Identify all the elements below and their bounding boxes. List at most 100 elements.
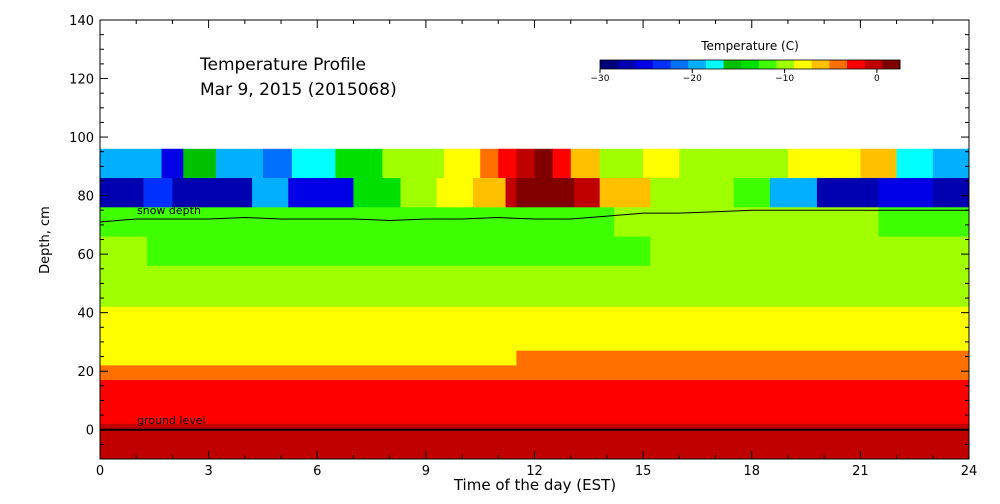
y-axis: 0 20 40 60 80 100 120 140 <box>69 14 969 460</box>
heatmap-cell <box>400 178 438 208</box>
heatmap-cell <box>534 148 554 179</box>
colorbar: Temperature (C) −30 −20 −10 0 <box>591 39 901 84</box>
snow-depth-line <box>99 209 969 223</box>
y-tick-label: 80 <box>77 190 94 205</box>
colorbar-cell <box>741 60 760 69</box>
heatmap-cell <box>310 207 438 238</box>
chart-title-line1: Temperature Profile <box>199 55 366 75</box>
colorbar-cell <box>794 60 813 69</box>
colorbar-cell <box>811 60 830 69</box>
heatmap-cell <box>816 178 879 208</box>
heatmap-cell <box>860 148 898 179</box>
y-tick-label: 60 <box>77 248 94 263</box>
heatmap-cell <box>215 148 264 179</box>
heatmap-cell <box>715 148 789 179</box>
heatmap-cell <box>516 148 535 179</box>
heatmap-cell <box>679 148 717 179</box>
heatmap-cell <box>436 207 615 238</box>
heatmap-cell <box>172 178 253 208</box>
heatmap-cell <box>552 148 572 179</box>
x-tick-label: 0 <box>96 464 104 479</box>
x-tick-label: 24 <box>961 464 978 479</box>
colorbar-cell <box>600 60 619 69</box>
heatmap-cell <box>100 207 311 238</box>
colorbar-title: Temperature (C) <box>700 39 799 53</box>
colorbar-tick-label: −10 <box>775 74 794 84</box>
x-tick-label: 9 <box>422 464 430 479</box>
colorbar-cell <box>723 60 742 69</box>
y-tick-label: 100 <box>69 131 94 146</box>
heatmap-cell <box>896 148 934 179</box>
heatmap-cell <box>769 178 818 208</box>
snow-depth-annotation: snow depth <box>137 204 201 217</box>
colorbar-cell <box>652 60 672 69</box>
y-tick-label: 140 <box>69 14 94 29</box>
colorbar-cell <box>829 60 848 69</box>
heatmap-cell <box>733 178 771 208</box>
heatmap-cell <box>472 178 507 208</box>
heatmap-cell <box>480 148 499 179</box>
heatmap-cell <box>443 148 481 179</box>
heatmap-cell <box>614 207 879 238</box>
colorbar-tick-label: −30 <box>591 74 610 84</box>
heatmap-cell <box>932 178 970 208</box>
heatmap-cell <box>787 148 861 179</box>
heatmap-cell <box>570 148 601 179</box>
heatmap-cell <box>516 178 546 208</box>
y-tick-label: 40 <box>77 307 94 322</box>
x-tick-label: 3 <box>204 464 212 479</box>
heatmap-cell <box>574 178 601 208</box>
heatmap-cell <box>679 178 735 208</box>
colorbar-tick-label: −20 <box>683 74 702 84</box>
y-axis-label: Depth, cm <box>38 206 53 274</box>
heatmap-cell <box>545 178 575 208</box>
heatmap-cell <box>878 207 970 238</box>
x-tick-label: 21 <box>852 464 869 479</box>
colorbar-cell <box>864 60 883 69</box>
heatmap-cell <box>100 236 148 267</box>
colorbar-cell <box>670 60 689 69</box>
x-tick-label: 18 <box>743 464 760 479</box>
ground-level-annotation: ground level <box>137 414 206 427</box>
heatmap-cell <box>100 409 970 425</box>
colorbar-frame <box>599 59 901 70</box>
heatmap-cell <box>143 178 173 208</box>
snow-depth-layer <box>99 209 969 223</box>
heatmap-cell <box>599 178 651 208</box>
colorbar-cell <box>617 60 636 69</box>
heatmap-cell <box>643 148 680 179</box>
heatmap-cell <box>382 148 445 179</box>
heatmap-cell <box>505 178 517 208</box>
heatmap-cell <box>932 148 970 179</box>
colorbar-cell <box>688 60 707 69</box>
heatmap-cell <box>183 148 217 179</box>
x-tick-label: 6 <box>313 464 321 479</box>
heatmap-cell <box>252 178 289 208</box>
y-tick-label: 120 <box>69 73 94 88</box>
heatmap-cell <box>100 306 970 352</box>
heatmap-cell <box>100 265 970 308</box>
colorbar-tick-label: 0 <box>874 74 880 84</box>
colorbar-ticks: −30 −20 −10 0 <box>591 69 880 84</box>
y-tick-label: 0 <box>86 424 94 439</box>
heatmap-cell <box>650 178 680 208</box>
heatmap-cell <box>100 178 144 208</box>
colorbar-cell <box>847 60 866 69</box>
x-axis: 0 3 6 9 12 15 18 21 24 <box>96 20 977 479</box>
heatmap-cell <box>516 350 970 366</box>
heatmap-cell <box>262 148 293 179</box>
colorbar-cell <box>758 60 777 69</box>
heatmap-cell <box>100 365 970 381</box>
heatmap-cell <box>291 148 336 179</box>
heatmap-cell <box>161 148 184 179</box>
chart-title-line2: Mar 9, 2015 (2015068) <box>200 80 397 100</box>
heatmap-cell <box>599 148 644 179</box>
heatmap-cell <box>100 148 163 179</box>
heatmap-cell <box>100 379 970 410</box>
colorbar-cell <box>705 60 725 69</box>
colorbar-cells <box>599 59 901 70</box>
heatmap-cells <box>100 148 970 460</box>
x-tick-label: 12 <box>526 464 543 479</box>
heatmap-cell <box>353 178 402 208</box>
